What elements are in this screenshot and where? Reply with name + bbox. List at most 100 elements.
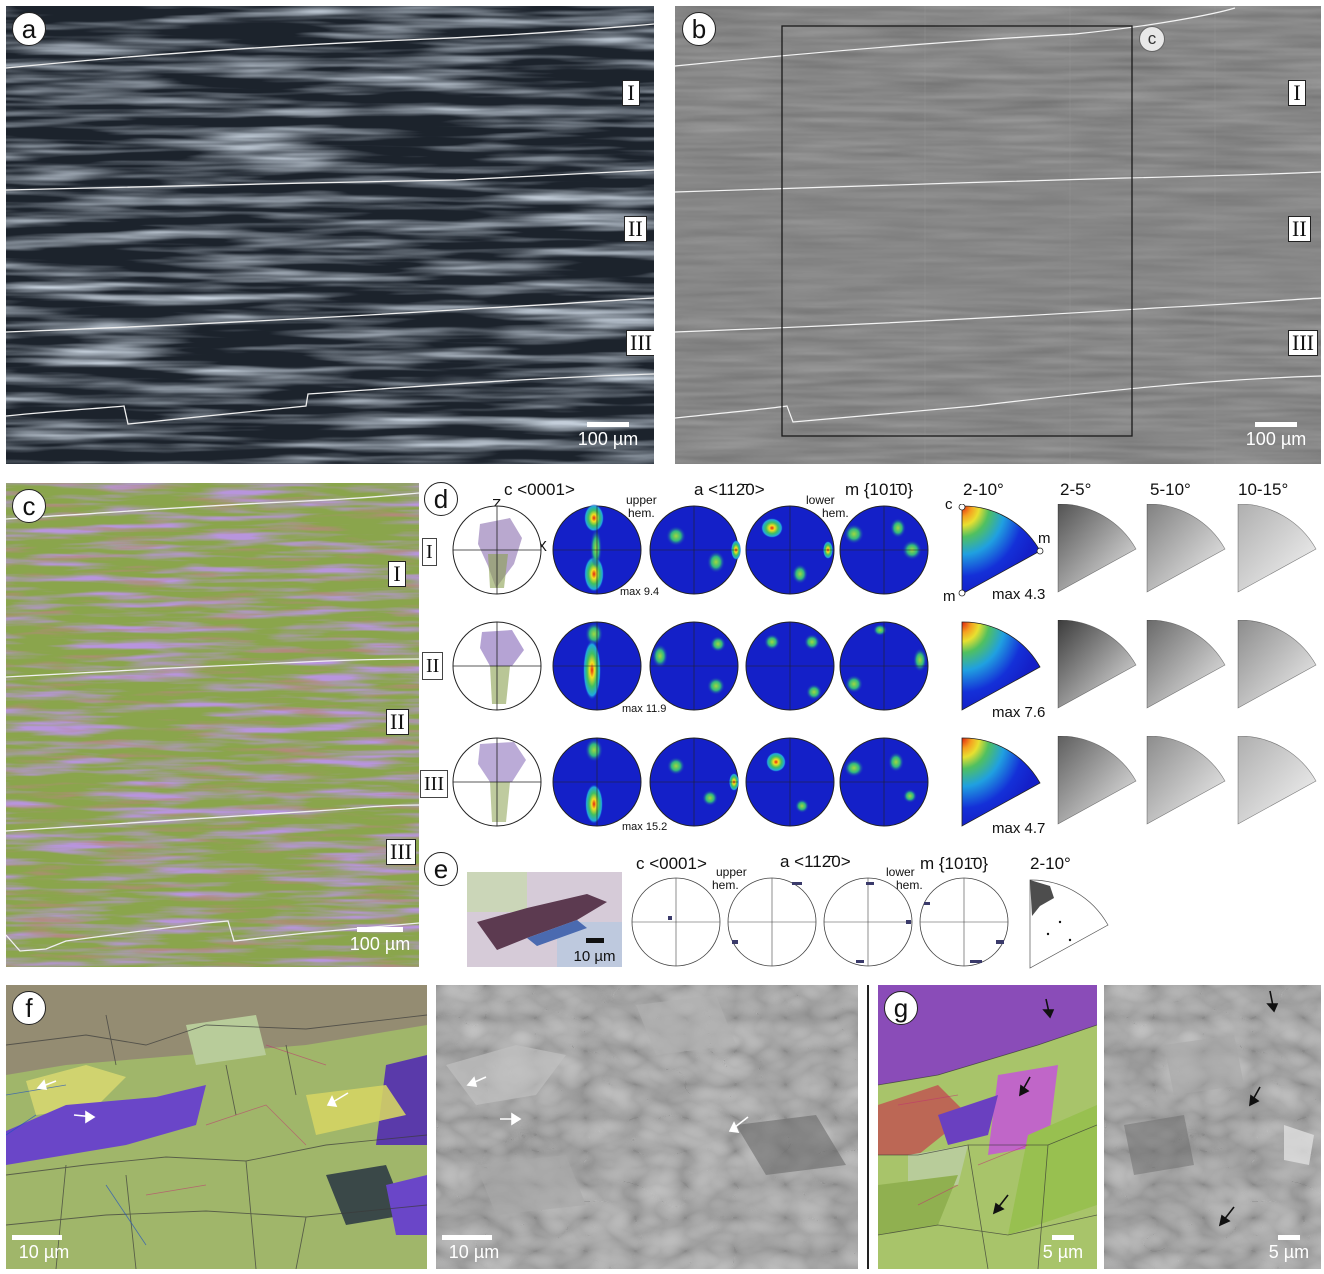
d-row-3-mis-2-5	[1057, 736, 1137, 825]
panel-g-sem: 5 µm	[1104, 985, 1321, 1269]
e-a-pf-upper	[727, 877, 817, 967]
d-row-3-mis-10-15	[1237, 736, 1317, 825]
e-a-pf-lower	[823, 877, 913, 967]
d-row-2-mis-10-15	[1237, 620, 1317, 709]
d-header-mis-10-15: 10-15°	[1238, 480, 1289, 499]
panel-c-scale-label: 100 µm	[349, 934, 411, 954]
panel-c-zone-2: II	[386, 709, 409, 735]
d-row-1-pf-max: max 9.4	[620, 586, 660, 598]
d-row-1-c-pf	[552, 504, 642, 595]
d-row-1-zone: I	[422, 538, 437, 566]
panel-e-grain-map: 10 µm	[467, 872, 622, 967]
panel-a-zone-1: I	[622, 80, 640, 106]
panel-a-scale-bar: 100 µm	[572, 422, 644, 450]
panel-e-label: e	[424, 852, 458, 886]
d-row-3-m-pf	[839, 737, 929, 827]
d-row-2-mis-2-5	[1057, 620, 1137, 709]
d-row-1-figures	[452, 504, 1317, 597]
d-row-2-figures	[452, 620, 1317, 711]
e-c-pf	[631, 877, 721, 967]
d-row-2-data-plot	[452, 621, 542, 711]
e-header-a-axis: a <112̄0>	[780, 852, 851, 871]
panel-b-sem-overview: b c I II III 100 µm	[675, 6, 1321, 464]
d-row-1-ipf	[958, 504, 1044, 597]
d-row-2-ipf	[961, 621, 1041, 711]
d-row-1-mis-5-10	[1146, 504, 1226, 593]
panel-b-zone-1: I	[1288, 80, 1306, 106]
panel-b-label: b	[682, 12, 716, 46]
d-header-a-axis: a <112̄0>	[694, 480, 765, 499]
d-row-3-data-plot	[452, 737, 542, 827]
panel-g-scale-right: 5 µm	[1258, 1235, 1320, 1263]
panel-b-zone-3: III	[1288, 330, 1318, 356]
panel-f-scale-left-label: 10 µm	[18, 1242, 70, 1262]
panel-c-scale-bar: 100 µm	[344, 927, 416, 955]
panel-e-scale-label: 10 µm	[573, 948, 616, 965]
panel-f-scale-left: 10 µm	[12, 1235, 76, 1263]
panel-g-scale-left: 5 µm	[1032, 1235, 1094, 1263]
d-header-mis-2-5: 2-5°	[1060, 480, 1092, 499]
panel-a-optical-micrograph: a I II III 100 µm	[6, 6, 654, 464]
panel-b-zone-2: II	[1288, 216, 1311, 242]
d-ipf-m1-label: m	[1038, 530, 1051, 547]
panel-d-pole-figures: d c <0001> a <112̄0> m {101̄0} upper hem.…	[420, 476, 1320, 841]
d-ipf-c-label: c	[945, 496, 953, 513]
panel-c-zone-3: III	[386, 839, 416, 865]
e-mis-wedge	[1029, 879, 1109, 969]
e-lower-hem: lower hem.	[886, 865, 923, 892]
d-header-mis-2-10: 2-10°	[963, 480, 1004, 499]
d-upper-hem: upper hem.	[626, 493, 657, 520]
d-row-2-m-pf	[839, 621, 929, 711]
e-header-c-axis: c <0001>	[636, 854, 707, 873]
d-row-3-a-pf-upper	[649, 737, 739, 827]
panel-b-scale-bar: 100 µm	[1237, 422, 1315, 450]
d-row-3-c-pf	[552, 737, 642, 827]
d-row-2-mis-5-10	[1146, 620, 1226, 709]
d-header-c-axis: c <0001>	[504, 480, 575, 499]
panel-f-sem: 10 µm	[436, 985, 858, 1269]
panel-c-ebsd-map: c I II III 100 µm	[6, 483, 419, 967]
d-row-2-ipf-max: max 7.6	[992, 704, 1046, 721]
panel-g-scale-right-label: 5 µm	[1268, 1242, 1310, 1262]
panel-g-scale-left-label: 5 µm	[1042, 1242, 1084, 1262]
e-upper-hem: upper hem.	[712, 865, 747, 892]
d-row-3-figures	[452, 736, 1317, 827]
d-row-1-mis-10-15	[1237, 504, 1317, 593]
panel-b-scale-label: 100 µm	[1245, 429, 1307, 449]
d-axis-z: Z	[492, 496, 502, 513]
panel-f-scale-right-label: 10 µm	[448, 1242, 500, 1262]
d-row-1-m-pf	[839, 505, 929, 595]
d-row-2-pf-max: max 11.9	[622, 703, 667, 715]
panel-divider	[867, 985, 869, 1269]
d-row-2-a-pf-lower	[745, 621, 835, 711]
panel-c-zone-1: I	[388, 561, 406, 587]
d-row-3-mis-5-10	[1146, 736, 1226, 825]
e-pole-figures	[631, 877, 1109, 969]
panel-a-scale-label: 100 µm	[577, 429, 639, 449]
panel-f-scale-right: 10 µm	[442, 1235, 506, 1263]
panel-e: e 10 µm c <0001> a <112̄0> m {101̄0} upp…	[420, 846, 1120, 972]
panel-f-ebsd-map: f 10 µm	[6, 985, 427, 1269]
d-row-1-data-plot	[452, 505, 542, 595]
e-header-m-axis: m {101̄0}	[920, 854, 989, 873]
panel-g-label: g	[884, 991, 918, 1025]
d-row-1-a-pf-upper	[649, 505, 741, 595]
e-header-mis: 2-10°	[1030, 854, 1071, 873]
d-row-3-ipf	[961, 737, 1041, 827]
panel-b-inset-marker: c	[1139, 26, 1165, 52]
panel-c-label: c	[12, 489, 46, 523]
d-row-2-a-pf-upper	[649, 621, 739, 711]
panel-a-zone-3: III	[626, 330, 654, 356]
d-header-mis-5-10: 5-10°	[1150, 480, 1191, 499]
d-row-3-a-pf-lower	[745, 737, 835, 827]
d-header-m-axis: m {101̄0}	[845, 480, 914, 499]
panel-a-label: a	[12, 12, 46, 46]
d-lower-hem: lower hem.	[806, 493, 849, 520]
d-row-2-zone: II	[422, 652, 444, 680]
d-row-1-ipf-max: max 4.3	[992, 586, 1046, 603]
panel-g-ebsd-map: g 5 µm	[878, 985, 1097, 1269]
d-row-3-zone: III	[420, 770, 448, 798]
panel-f-label: f	[12, 991, 46, 1025]
d-row-2-c-pf	[552, 621, 642, 711]
panel-d-label: d	[424, 482, 458, 516]
